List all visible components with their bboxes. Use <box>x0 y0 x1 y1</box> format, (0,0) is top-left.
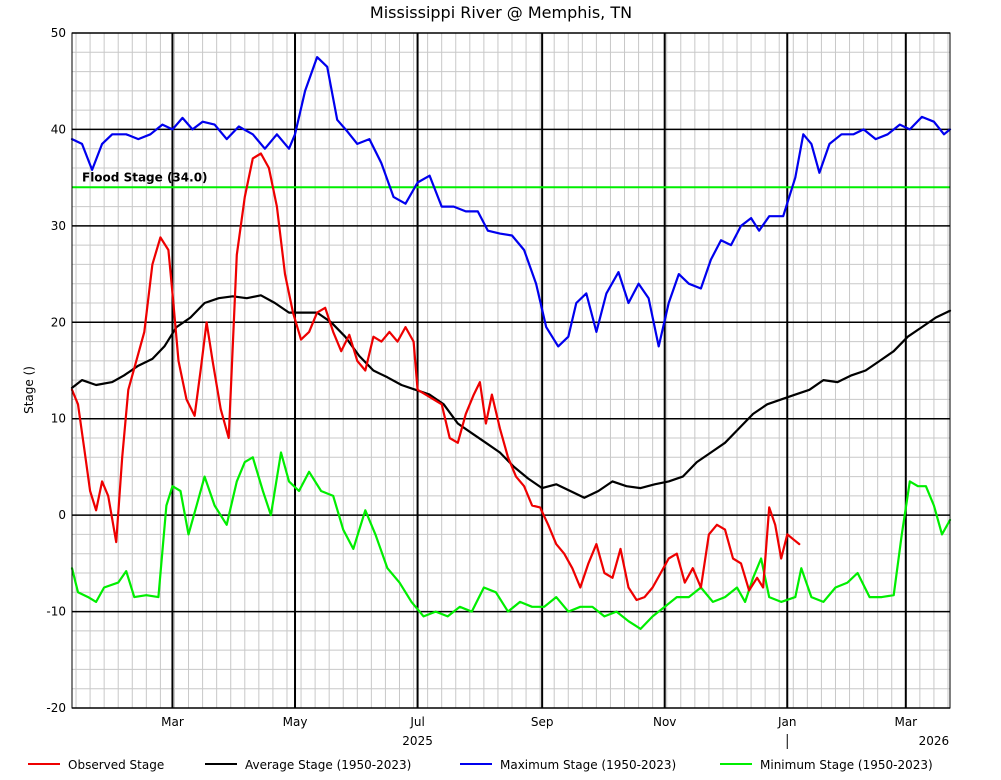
y-tick-label: 0 <box>58 508 66 522</box>
maximum-stage-line <box>70 56 952 348</box>
x-year-label: 2025 <box>402 734 433 748</box>
x-year-label: 2026 <box>919 734 950 748</box>
y-tick-label: 30 <box>51 219 66 233</box>
legend: Observed Stage Average Stage (1950-2023) M… <box>28 758 933 772</box>
y-axis-label: Stage () <box>22 366 36 414</box>
x-tick-label: Jul <box>409 715 424 729</box>
major-grid <box>72 32 950 709</box>
x-tick-label: May <box>283 715 308 729</box>
legend-observed-label: Observed Stage <box>68 758 164 772</box>
x-tick-label: Jan <box>777 715 797 729</box>
legend-average-label: Average Stage (1950-2023) <box>245 758 411 772</box>
x-axis-ticks: Mar May Jul Sep Nov Jan Mar 2025 2026 <box>161 715 949 749</box>
y-tick-label: -10 <box>46 605 66 619</box>
flood-stage-label: Flood Stage (34.0) <box>82 170 208 184</box>
observed-stage-line <box>70 152 801 602</box>
x-tick-label: Mar <box>894 715 917 729</box>
plot-frame <box>71 32 951 709</box>
minimum-stage-line <box>70 451 952 630</box>
series-layer <box>70 56 952 630</box>
y-tick-label: 10 <box>51 412 66 426</box>
legend-maximum-label: Maximum Stage (1950-2023) <box>500 758 676 772</box>
x-tick-label: Nov <box>653 715 676 729</box>
y-tick-label: -20 <box>46 701 66 715</box>
legend-minimum-label: Minimum Stage (1950-2023) <box>760 758 933 772</box>
y-tick-label: 50 <box>51 26 66 40</box>
reference-lines: Flood Stage (34.0) <box>72 170 950 189</box>
x-tick-label: Mar <box>161 715 184 729</box>
x-tick-label: Sep <box>531 715 554 729</box>
average-stage-line <box>70 294 952 499</box>
y-tick-label: 20 <box>51 315 66 329</box>
chart-title: Mississippi River @ Memphis, TN <box>370 3 632 22</box>
y-axis-ticks: -20 -10 0 10 20 30 40 50 <box>46 26 66 715</box>
minor-grid <box>72 32 950 709</box>
y-tick-label: 40 <box>51 122 66 136</box>
